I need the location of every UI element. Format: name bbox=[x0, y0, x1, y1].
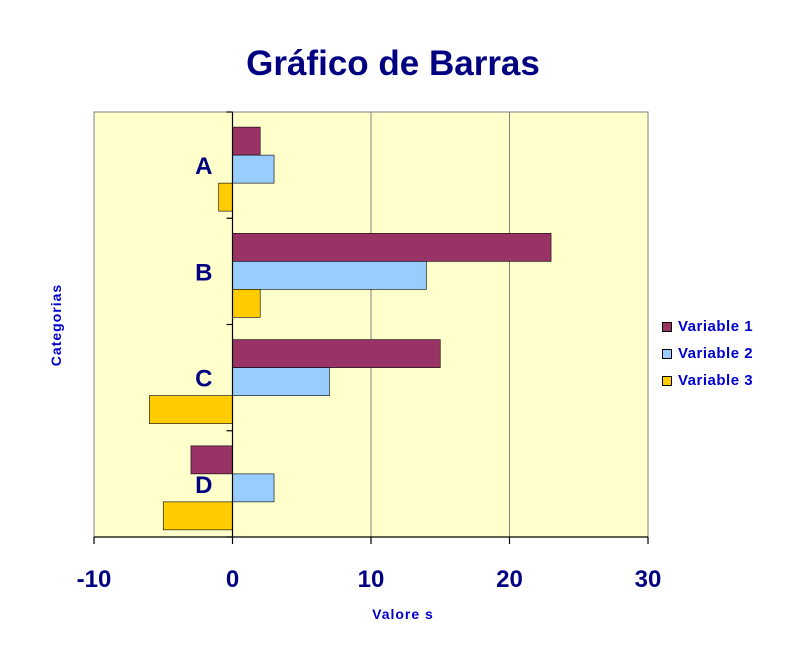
legend-label: Variable 2 bbox=[678, 345, 754, 362]
legend-item-variable-2: Variable 2 bbox=[662, 340, 753, 367]
category-label: B bbox=[195, 259, 212, 286]
legend-label: Variable 1 bbox=[678, 318, 754, 335]
legend-swatch-variable-3 bbox=[662, 375, 672, 386]
bar-c-variable-3 bbox=[149, 395, 233, 424]
legend-swatch-variable-2 bbox=[662, 348, 672, 359]
bar-d-variable-3 bbox=[162, 501, 233, 531]
x-tick-label: 20 bbox=[496, 566, 523, 593]
bar-b-variable-1 bbox=[232, 233, 552, 262]
bar-c-variable-1 bbox=[232, 339, 441, 368]
chart-title: Gráfico de Barras bbox=[246, 44, 540, 83]
x-tick-label: 30 bbox=[635, 566, 662, 593]
bar-d-variable-1 bbox=[190, 445, 233, 475]
bar-c-variable-2 bbox=[232, 367, 330, 396]
legend: Variable 1 Variable 2 Variable 3 bbox=[662, 313, 753, 394]
bar-a-variable-1 bbox=[232, 126, 261, 156]
category-label: A bbox=[195, 153, 212, 180]
bar-a-variable-2 bbox=[232, 154, 275, 184]
bar-b-variable-3 bbox=[232, 289, 261, 318]
x-tick-label: 10 bbox=[358, 566, 385, 593]
legend-label: Variable 3 bbox=[678, 372, 754, 389]
bar-d-variable-2 bbox=[232, 473, 275, 503]
legend-item-variable-3: Variable 3 bbox=[662, 367, 753, 394]
y-axis-title: Categorias bbox=[48, 284, 64, 366]
bar-b-variable-2 bbox=[232, 261, 427, 290]
category-label: C bbox=[195, 366, 212, 393]
x-tick-label: 0 bbox=[226, 566, 239, 593]
bar-a-variable-3 bbox=[218, 182, 233, 212]
x-axis-title: Valore s bbox=[372, 606, 434, 622]
legend-swatch-variable-1 bbox=[662, 321, 672, 332]
x-tick-label: -10 bbox=[77, 566, 112, 593]
legend-item-variable-1: Variable 1 bbox=[662, 313, 753, 340]
category-label: D bbox=[195, 472, 212, 499]
